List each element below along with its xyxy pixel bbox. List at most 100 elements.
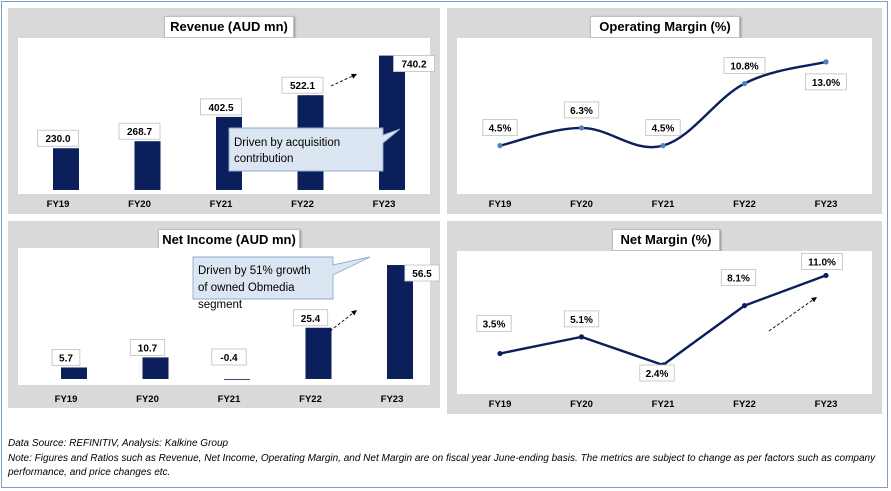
bar-value-label: 10.7	[129, 339, 166, 356]
data-label: 4.5%	[489, 124, 512, 135]
bar-value-label: -0.4	[211, 348, 247, 366]
data-label-box	[292, 309, 329, 327]
data-label-box	[404, 264, 440, 282]
trend-arrow-head	[351, 310, 357, 316]
x-tick-label: FY22	[299, 394, 322, 405]
bar-value-label: 522.1	[281, 76, 324, 94]
revenue-chart: FY19 FY20 FY21 FY22 FY23 230.0 268.7 402.5 522.1…	[18, 38, 435, 210]
data-label: 2.4%	[646, 369, 669, 380]
x-tick-label: FY21	[652, 399, 675, 410]
data-label-box	[51, 349, 81, 366]
data-label: 268.7	[127, 127, 152, 138]
data-label: 25.4	[301, 314, 321, 325]
callout-text: of owned Obmedia	[198, 282, 295, 294]
data-label-box	[801, 253, 843, 270]
x-tick-label: FY22	[733, 199, 756, 210]
bar-value-label: 402.5	[200, 98, 242, 116]
net-margin-chart-panel: Net Margin (%) FY19 FY20 FY21 FY22 FY23 3.5% 5…	[447, 221, 882, 414]
data-label: 4.5%	[652, 124, 675, 135]
data-point	[578, 125, 585, 131]
data-label: 5.1%	[570, 315, 593, 326]
data-label: 11.0%	[808, 257, 836, 268]
net-income-chart-panel: Net Income (AUD mn) FY19 FY20 FY21 FY22 FY23…	[8, 221, 440, 408]
data-label: 740.2	[401, 60, 426, 71]
data-label: 230.0	[45, 134, 70, 145]
data-label: 522.1	[290, 81, 315, 92]
x-tick-label: FY23	[373, 199, 396, 210]
plot-area	[457, 38, 872, 194]
x-tick-label: FY20	[570, 199, 593, 210]
x-tick-label: FY20	[570, 399, 593, 410]
trend-arrow	[329, 309, 358, 332]
point-value-label: 13.0%	[805, 73, 847, 91]
point-value-label: 8.1%	[720, 269, 757, 287]
x-tick-label: FY19	[47, 199, 70, 210]
data-label-box	[118, 122, 161, 140]
x-tick-label: FY21	[218, 394, 241, 405]
trend-arrow-head	[811, 297, 817, 303]
chart-title: Operating Margin (%)	[590, 16, 740, 38]
chart-title: Revenue (AUD mn)	[164, 16, 294, 38]
data-label-box	[639, 364, 675, 382]
data-label: 56.5	[412, 269, 432, 280]
bar	[53, 148, 79, 190]
footer-notes: Data Source: REFINITIV, Analysis: Kalkin…	[8, 437, 883, 481]
data-point	[578, 334, 585, 340]
data-label-box	[393, 55, 435, 72]
data-label: 6.3%	[570, 106, 593, 117]
bar	[305, 327, 332, 379]
data-point	[660, 143, 666, 149]
net-margin-chart: FY19 FY20 FY21 FY22 FY23 3.5% 5.1% 2.4% 8.1% 11.0…	[457, 251, 872, 410]
callout-text: Driven by 51% growth	[198, 265, 311, 277]
bar-value-label: 230.0	[37, 129, 79, 147]
operating-margin-chart-panel: Operating Margin (%) FY19 FY20 FY21 FY22 FY2…	[447, 8, 882, 214]
data-label-box	[476, 315, 512, 332]
data-point	[823, 272, 829, 279]
x-tick-label: FY23	[815, 199, 838, 210]
x-tick-label: FY21	[210, 199, 233, 210]
data-label-box	[563, 101, 600, 119]
bar	[142, 357, 169, 379]
x-tick-label: FY20	[136, 394, 159, 405]
revenue-chart-panel: Revenue (AUD mn) FY19 FY20 FY21 FY22 FY23 230…	[8, 8, 440, 214]
data-point	[497, 143, 503, 149]
data-source-text: Data Source: REFINITIV, Analysis: Kalkin…	[8, 438, 229, 449]
data-label: 8.1%	[727, 274, 750, 285]
x-tick-label: FY19	[489, 399, 512, 410]
point-value-label: 10.8%	[723, 57, 766, 74]
data-label: 10.8%	[730, 62, 758, 73]
bar-value-label: 56.5	[404, 264, 440, 282]
bar-value-label: 25.4	[292, 309, 329, 327]
x-tick-label: FY20	[128, 199, 151, 210]
data-label: 402.5	[208, 103, 233, 114]
operating-margin-chart: FY19 FY20 FY21 FY22 FY23 4.5% 6.3% 4.5% 10.8% 13.…	[457, 38, 872, 210]
point-value-label: 11.0%	[801, 253, 843, 270]
bar	[134, 141, 161, 190]
data-label-box	[645, 119, 681, 137]
data-label-box	[200, 98, 242, 116]
bar-value-label: 5.7	[51, 349, 81, 366]
data-label-box	[211, 348, 247, 366]
data-label-box	[805, 73, 847, 91]
chart-title: Net Margin (%)	[612, 229, 720, 251]
data-point	[497, 350, 503, 357]
data-point	[823, 59, 829, 65]
callout-text: Driven by acquisition	[234, 137, 340, 149]
point-value-label: 4.5%	[482, 119, 518, 137]
note-text: Note: Figures and Ratios such as Revenue…	[8, 452, 876, 479]
callout-box	[192, 256, 371, 300]
point-value-label: 5.1%	[563, 310, 600, 328]
point-value-label: 3.5%	[476, 315, 512, 332]
x-tick-label: FY22	[291, 199, 314, 210]
bar	[224, 378, 250, 380]
x-tick-label: FY19	[489, 199, 512, 210]
bar	[61, 367, 87, 379]
data-label: 10.7	[138, 343, 158, 354]
callout-text: contribution	[234, 153, 293, 165]
data-label-box	[129, 339, 166, 356]
data-label-box	[563, 310, 600, 328]
data-label: 5.7	[59, 353, 73, 364]
point-value-label: 4.5%	[645, 119, 681, 137]
data-label: 3.5%	[483, 320, 506, 331]
